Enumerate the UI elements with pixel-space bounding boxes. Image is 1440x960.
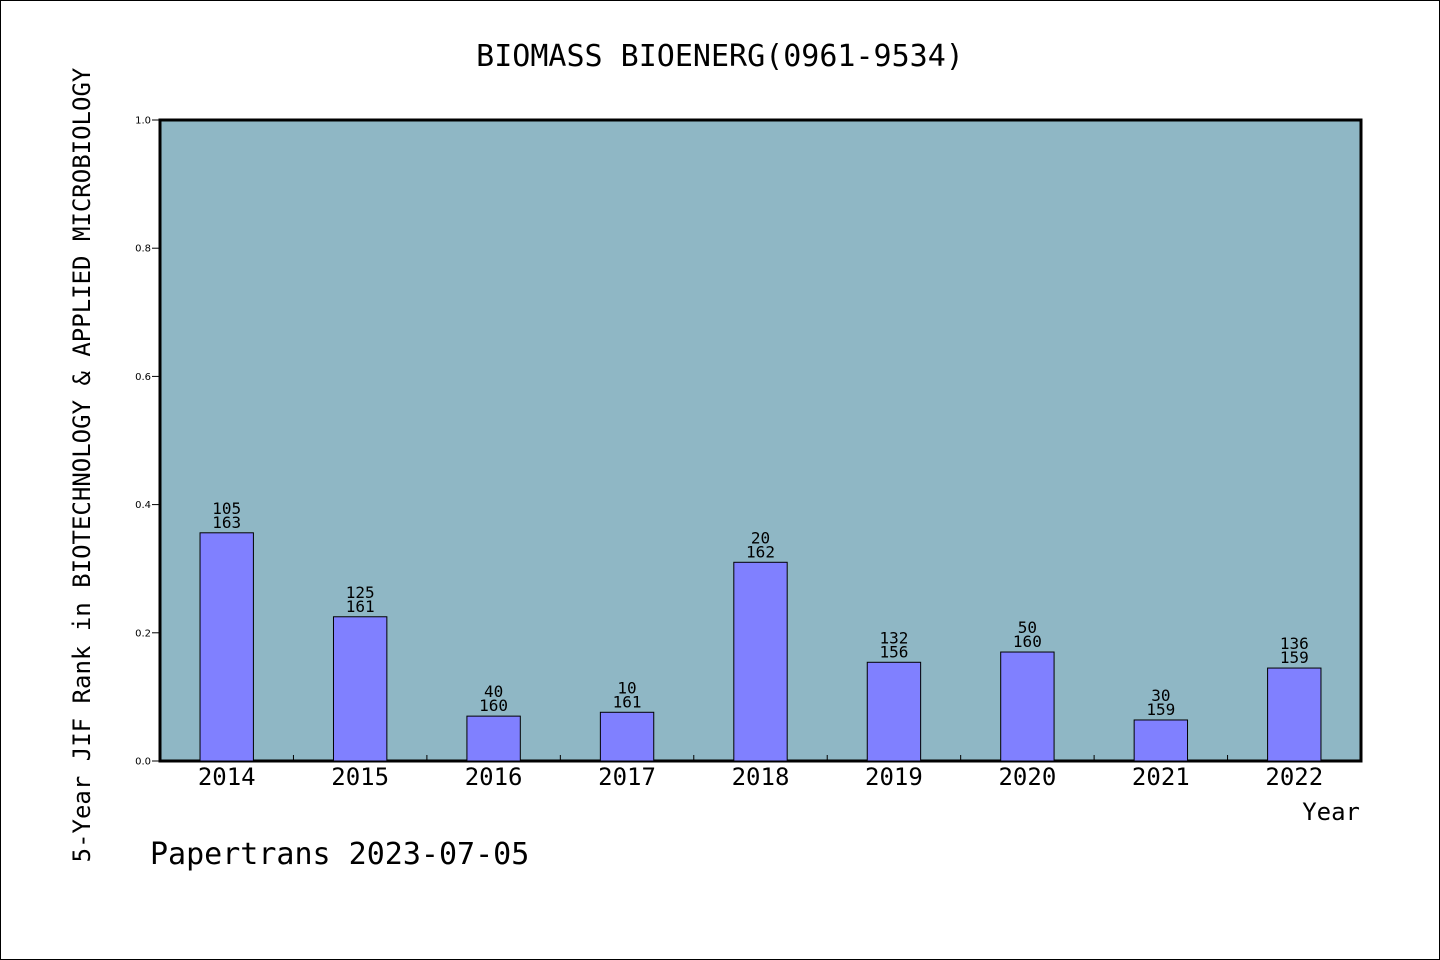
bar-total-label: 163	[212, 513, 241, 532]
x-tick-label: 2021	[1132, 763, 1190, 791]
x-tick-labels-group: 2014 2015 2016 2017 2018 2019 2020 2021 2022	[198, 763, 1323, 791]
bar-rank-label: 132	[879, 628, 908, 647]
x-axis-label: Year	[1302, 798, 1360, 826]
y-tick-label: 1.0	[135, 116, 151, 127]
x-tick-label: 2022	[1265, 763, 1323, 791]
bar-rank-label: 40	[484, 682, 503, 701]
bar-rank-label: 50	[1018, 618, 1037, 637]
bar-total-label: 156	[879, 642, 908, 661]
x-tick-label: 2019	[865, 763, 923, 791]
bars-group	[199, 532, 1322, 762]
y-tick-label: 0.6	[135, 372, 151, 383]
bar	[733, 561, 788, 762]
y-tick-label: 0.8	[135, 244, 151, 255]
bar-total-label: 160	[1013, 632, 1042, 651]
bar-total-label: 161	[346, 597, 375, 616]
x-tick-label: 2014	[198, 763, 256, 791]
x-tick-label: 2015	[331, 763, 389, 791]
bar-rank-label: 105	[212, 499, 241, 518]
x-tick-label: 2017	[598, 763, 656, 791]
bar-total-label: 161	[613, 692, 642, 711]
bar-rank-label: 125	[346, 583, 375, 602]
data-labels-group: 1051631251614016010161201621321565016030…	[212, 499, 1308, 719]
footer-credit: Papertrans 2023-07-05	[150, 837, 529, 872]
bar	[1133, 719, 1189, 762]
bar-total-label: 162	[746, 542, 775, 561]
y-tick-label: 0.4	[135, 500, 151, 511]
chart-title: BIOMASS BIOENERG(0961-9534)	[476, 39, 964, 74]
x-tick-label: 2018	[732, 763, 790, 791]
bar	[332, 616, 388, 762]
y-tick-label: 0.2	[135, 628, 151, 639]
bar-rank-label: 20	[751, 528, 770, 547]
x-tick-label: 2016	[465, 763, 523, 791]
x-axis-ticks	[292, 755, 1229, 761]
y-axis: 0.0 0.2 0.4 0.6 0.8 1.0	[135, 116, 160, 768]
bar	[866, 661, 922, 762]
bar-rank-label: 136	[1280, 634, 1309, 653]
bar	[599, 711, 655, 762]
bar-total-label: 160	[479, 696, 508, 715]
x-tick-label: 2020	[998, 763, 1056, 791]
bar	[199, 532, 254, 762]
bar	[1000, 651, 1055, 762]
bar-total-label: 159	[1280, 648, 1309, 667]
bar-rank-label: 30	[1151, 686, 1170, 705]
y-tick-label: 0.0	[135, 757, 151, 768]
bar	[1267, 667, 1322, 762]
bar-rank-label: 10	[617, 678, 636, 697]
y-axis-label: 5-Year JIF Rank in BIOTECHNOLOGY & APPLI…	[68, 67, 96, 862]
bar	[466, 715, 521, 762]
bar-total-label: 159	[1146, 700, 1175, 719]
